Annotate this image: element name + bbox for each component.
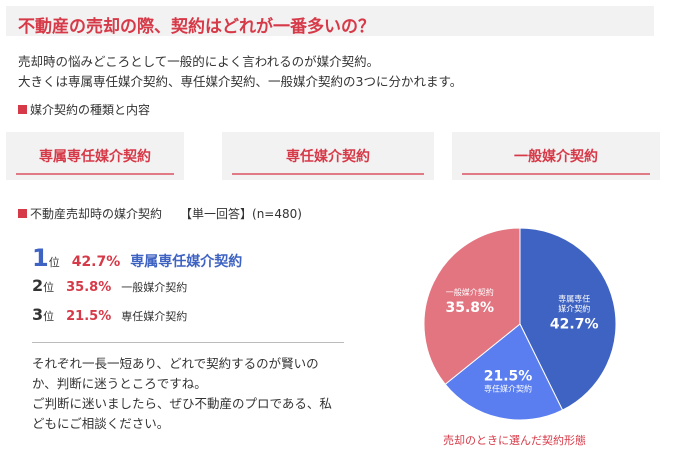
rank-suffix: 位 (43, 281, 55, 294)
closing-line-1: それぞれ一長一短あり、どれで契約するのが賢いの (32, 356, 319, 371)
pie-slice-value: 21.5% (484, 368, 533, 384)
rank-suffix: 位 (43, 310, 55, 323)
pie-slice (444, 323, 564, 421)
type-box-exclusive: 専任媒介契約 (222, 132, 434, 180)
pie-slice-label: 媒介契約 (558, 303, 590, 313)
pie-slice (423, 227, 521, 385)
pie-slice-label: 専任媒介契約 (484, 383, 532, 393)
pie-slice-label: 専属専任 (558, 293, 590, 303)
type-box-exclusive-sole: 専属専任媒介契約 (6, 132, 184, 180)
intro-line-1: 売却時の悩みどころとして一般的によく言われるのが媒介契約。 (18, 54, 380, 69)
rank-suffix: 位 (48, 256, 60, 269)
rank-number: 1 (32, 244, 49, 272)
page-title: 不動産の売却の際、契約はどれが一番多いの？ (18, 17, 375, 37)
type-box-general: 一般媒介契約 (452, 132, 660, 180)
pie-slice-label: 一般媒介契約 (446, 287, 494, 297)
type-box-label: 専任媒介契約 (286, 149, 370, 165)
type-box-label: 専属専任媒介契約 (39, 149, 151, 165)
rank-number: 3 (32, 305, 44, 324)
closing-line-3: ご判断に迷いましたら、ぜひ不動産のプロである、私 (32, 396, 332, 411)
red-square-icon (18, 209, 27, 218)
rank-row-3: 3 位 21.5% 専任媒介契約 (32, 305, 187, 324)
divider (32, 342, 344, 343)
rank-row-1: 1 位 42.7% 専属専任媒介契約 (32, 244, 242, 272)
header-band: 不動産の売却の際、契約はどれが一番多いの？ (6, 6, 654, 37)
closing-line-2: か、判断に迷うところですね。 (32, 376, 207, 391)
rank-type: 専任媒介契約 (121, 310, 188, 323)
pie-slice-value: 35.8% (445, 300, 494, 316)
rank-percent: 42.7% (71, 254, 121, 270)
pie-chart: 専属専任 媒介契約 42.7% 21.5% 専任媒介契約 一般媒介契約 35.8% (422, 226, 618, 422)
pie-caption: 売却のときに選んだ契約形態 (443, 434, 586, 447)
section-label-text: 媒介契約の種類と内容 (30, 103, 151, 117)
survey-qualifier: 【単一回答】(n=480) (180, 207, 302, 221)
survey-label: 不動産売却時の媒介契約 【単一回答】(n=480) (18, 205, 302, 222)
section-label: 媒介契約の種類と内容 (18, 101, 150, 118)
intro-text: 売却時の悩みどころとして一般的によく言われるのが媒介契約。 大きくは専属専任媒介… (18, 52, 462, 92)
intro-line-2: 大きくは専属専任媒介契約、専任媒介契約、一般媒介契約の3つに分かれます。 (18, 74, 463, 89)
rank-percent: 21.5% (66, 309, 112, 324)
closing-line-4: どもにご相談ください。 (32, 416, 170, 431)
closing-text: それぞれ一長一短あり、どれで契約するのが賢いの か、判断に迷うところですね。 ご… (32, 354, 332, 434)
rank-percent: 35.8% (66, 280, 112, 295)
red-square-icon (18, 105, 27, 114)
pie-slice (519, 227, 617, 411)
rank-row-2: 2 位 35.8% 一般媒介契約 (32, 276, 187, 295)
rank-type: 専属専任媒介契約 (130, 254, 243, 270)
rank-type: 一般媒介契約 (121, 281, 188, 294)
pie-slice-value: 42.7% (550, 316, 599, 332)
rank-number: 2 (32, 276, 44, 295)
survey-label-text: 不動産売却時の媒介契約 (30, 207, 163, 221)
pie-chart-svg: 専属専任媒介契約 42.7% 21.5%専任媒介契約 一般媒介契約 35.8% (423, 227, 617, 421)
type-box-label: 一般媒介契約 (514, 149, 598, 165)
